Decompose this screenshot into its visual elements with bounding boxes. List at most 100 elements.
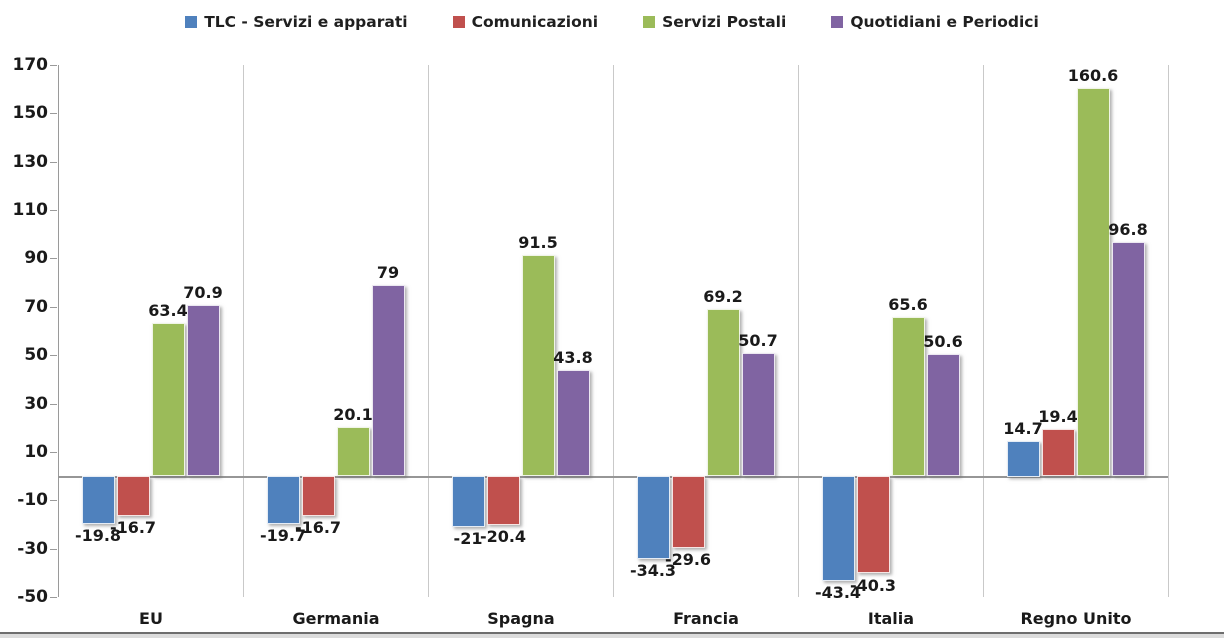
y-axis-line [58, 65, 59, 597]
x-axis-baseline [58, 476, 1168, 478]
x-axis-category-label-italia: Italia [867, 609, 915, 628]
data-label-quotidiani-e-periodici-eu: 70.9 [183, 283, 223, 302]
y-axis-tick-label: 150 [12, 103, 49, 124]
y-axis-tick-mark [50, 258, 57, 259]
vertical-gridline [983, 65, 984, 597]
vertical-gridline [613, 65, 614, 597]
y-axis-tick-mark [50, 162, 57, 163]
legend-swatch-icon [831, 16, 844, 28]
data-label-tlc-servizi-e-apparati-francia: -34.3 [629, 561, 677, 580]
y-axis-tick-label: 90 [24, 248, 48, 269]
bar-tlc-servizi-e-apparati-eu [82, 476, 115, 524]
y-axis-tick-label: -10 [17, 490, 48, 511]
y-axis-tick-label: 110 [12, 200, 49, 221]
vertical-gridline [1168, 65, 1169, 597]
legend-item-servizi-postali: Servizi Postali [643, 13, 786, 31]
data-label-quotidiani-e-periodici-francia: 50.7 [738, 331, 778, 350]
y-axis-tick-mark [50, 355, 57, 356]
data-label-tlc-servizi-e-apparati-spagna: -21 [453, 529, 483, 548]
bar-quotidiani-e-periodici-italia [927, 354, 960, 476]
y-axis-tick-label: 10 [24, 441, 48, 462]
x-axis-category-label-spagna: Spagna [487, 609, 555, 628]
bar-quotidiani-e-periodici-regno-unito [1112, 242, 1145, 476]
y-axis-tick-mark [50, 65, 57, 66]
legend-label: Quotidiani e Periodici [850, 13, 1039, 31]
legend-label: Servizi Postali [662, 13, 787, 31]
data-label-servizi-postali-germania: 20.1 [333, 405, 373, 424]
bar-quotidiani-e-periodici-germania [372, 285, 405, 476]
data-label-comunicazioni-spagna: -20.4 [479, 527, 527, 546]
data-label-servizi-postali-spagna: 91.5 [518, 233, 558, 252]
legend-item-quotidiani-e-periodici: Quotidiani e Periodici [831, 13, 1039, 31]
vertical-gridline [243, 65, 244, 597]
bar-comunicazioni-eu [117, 476, 150, 516]
bar-quotidiani-e-periodici-francia [742, 353, 775, 476]
y-axis-tick-label: 130 [12, 151, 49, 172]
bar-servizi-postali-francia [707, 309, 740, 476]
y-axis-tick-label: 50 [24, 345, 48, 366]
bar-comunicazioni-germania [302, 476, 335, 516]
data-label-quotidiani-e-periodici-italia: 50.6 [923, 332, 963, 351]
y-axis-tick-label: 170 [12, 55, 49, 75]
legend: TLC - Servizi e apparati Comunicazioni Ser… [0, 13, 1224, 31]
legend-label: TLC - Servizi e apparati [204, 13, 408, 31]
y-axis-tick-mark [50, 597, 57, 598]
y-axis-tick-mark [50, 404, 57, 405]
y-axis-tick-label: 30 [24, 393, 48, 414]
data-label-comunicazioni-francia: -29.6 [664, 550, 712, 569]
data-label-comunicazioni-italia: -40.3 [849, 576, 897, 595]
y-axis-tick-mark [50, 307, 57, 308]
bar-servizi-postali-germania [337, 427, 370, 476]
bar-quotidiani-e-periodici-eu [187, 305, 220, 476]
x-axis-category-label-regno-unito: Regno Unito [1020, 609, 1132, 628]
bar-tlc-servizi-e-apparati-spagna [452, 476, 485, 527]
bar-quotidiani-e-periodici-spagna [557, 370, 590, 476]
data-label-tlc-servizi-e-apparati-italia: -43.4 [814, 583, 862, 602]
y-axis-tick-mark [50, 113, 57, 114]
data-label-quotidiani-e-periodici-regno-unito: 96.8 [1108, 220, 1148, 239]
data-label-servizi-postali-eu: 63.4 [148, 301, 188, 320]
data-label-servizi-postali-regno-unito: 160.6 [1067, 66, 1119, 85]
y-axis-tick-label: -30 [17, 538, 48, 559]
y-axis-tick-mark [50, 500, 57, 501]
bar-tlc-servizi-e-apparati-francia [637, 476, 670, 559]
bar-tlc-servizi-e-apparati-germania [267, 476, 300, 524]
x-axis-category-label-eu: EU [139, 609, 163, 628]
x-axis-category-label-francia: Francia [673, 609, 739, 628]
y-axis-tick-mark [50, 549, 57, 550]
legend-label: Comunicazioni [471, 13, 599, 31]
data-label-quotidiani-e-periodici-spagna: 43.8 [553, 348, 593, 367]
data-label-tlc-servizi-e-apparati-germania: -19.7 [259, 526, 307, 545]
data-label-tlc-servizi-e-apparati-regno-unito: 14.7 [1003, 419, 1043, 438]
legend-item-comunicazioni: Comunicazioni [452, 13, 599, 31]
y-axis-tick-mark [50, 452, 57, 453]
data-label-servizi-postali-francia: 69.2 [703, 287, 743, 306]
y-axis-tick-label: -50 [17, 587, 48, 607]
bar-servizi-postali-italia [892, 317, 925, 476]
bar-servizi-postali-spagna [522, 255, 555, 476]
vertical-gridline [798, 65, 799, 597]
data-label-servizi-postali-italia: 65.6 [888, 295, 928, 314]
legend-swatch-icon [185, 16, 198, 28]
bar-comunicazioni-italia [857, 476, 890, 573]
bar-servizi-postali-regno-unito [1077, 88, 1110, 476]
data-label-tlc-servizi-e-apparati-eu: -19.8 [74, 526, 122, 545]
bar-comunicazioni-spagna [487, 476, 520, 525]
y-axis-tick-mark [50, 210, 57, 211]
legend-swatch-icon [452, 16, 465, 28]
legend-item-tlc-servizi-e-apparati: TLC - Servizi e apparati [185, 13, 408, 31]
data-label-comunicazioni-eu: -16.7 [109, 518, 157, 537]
bar-tlc-servizi-e-apparati-italia [822, 476, 855, 581]
vertical-gridline [428, 65, 429, 597]
y-axis-tick-label: 70 [24, 296, 48, 317]
bar-comunicazioni-francia [672, 476, 705, 548]
bottom-border [0, 632, 1224, 638]
x-axis-category-label-germania: Germania [292, 609, 380, 628]
bar-comunicazioni-regno-unito [1042, 429, 1075, 476]
data-label-comunicazioni-regno-unito: 19.4 [1038, 407, 1078, 426]
data-label-comunicazioni-germania: -16.7 [294, 518, 342, 537]
bar-tlc-servizi-e-apparati-regno-unito [1007, 441, 1040, 477]
legend-swatch-icon [643, 16, 656, 28]
